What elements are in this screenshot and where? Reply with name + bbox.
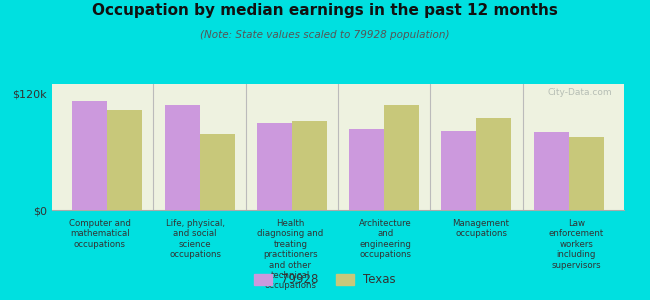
Text: Architecture
and
engineering
occupations: Architecture and engineering occupations (359, 219, 412, 259)
Text: Occupation by median earnings in the past 12 months: Occupation by median earnings in the pas… (92, 3, 558, 18)
Text: Law
enforcement
workers
including
supervisors: Law enforcement workers including superv… (549, 219, 604, 270)
Text: Management
occupations: Management occupations (452, 219, 510, 239)
Bar (349, 129, 384, 210)
Bar (292, 121, 327, 210)
Legend: 79928, Texas: 79928, Texas (249, 269, 401, 291)
Text: Life, physical,
and social
science
occupations: Life, physical, and social science occup… (166, 219, 224, 259)
Bar (257, 123, 292, 210)
Bar (72, 101, 107, 210)
Text: (Note: State values scaled to 79928 population): (Note: State values scaled to 79928 popu… (200, 30, 450, 40)
Bar (107, 110, 142, 210)
Bar (534, 133, 569, 210)
Bar (200, 134, 235, 210)
Text: Health
diagnosing and
treating
practitioners
and other
technical
occupations: Health diagnosing and treating practitio… (257, 219, 324, 290)
Text: Computer and
mathematical
occupations: Computer and mathematical occupations (69, 219, 131, 249)
Bar (441, 130, 476, 210)
Bar (384, 105, 419, 210)
Bar (164, 105, 200, 210)
Bar (569, 137, 604, 210)
Text: City-Data.com: City-Data.com (548, 88, 612, 97)
Bar (476, 118, 512, 210)
